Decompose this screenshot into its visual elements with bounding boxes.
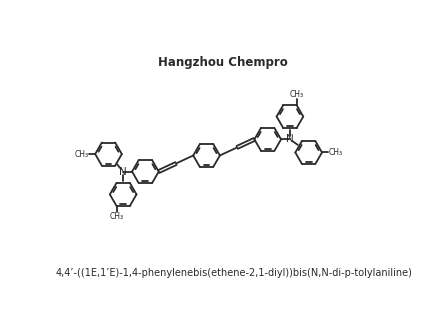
- Text: CH₃: CH₃: [75, 150, 89, 159]
- Text: N: N: [286, 135, 294, 145]
- Text: CH₃: CH₃: [109, 212, 124, 221]
- Text: Hangzhou Chempro: Hangzhou Chempro: [158, 56, 287, 69]
- Text: CH₃: CH₃: [329, 148, 342, 157]
- Text: 4,4’-((1E,1’E)-1,4-phenylenebis(ethene-2,1-diyl))bis(N,N-di-p-tolylaniline): 4,4’-((1E,1’E)-1,4-phenylenebis(ethene-2…: [56, 268, 413, 278]
- Text: N: N: [119, 166, 127, 176]
- Text: CH₃: CH₃: [289, 90, 304, 99]
